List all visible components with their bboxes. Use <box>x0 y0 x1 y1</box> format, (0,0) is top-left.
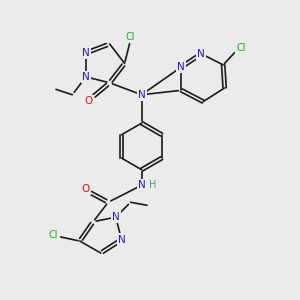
Text: N: N <box>138 180 146 190</box>
Text: Cl: Cl <box>236 44 246 53</box>
Text: N: N <box>112 212 119 222</box>
Text: N: N <box>178 62 185 72</box>
Text: Cl: Cl <box>48 230 58 240</box>
Text: O: O <box>84 96 92 106</box>
Text: N: N <box>82 72 90 82</box>
Text: O: O <box>81 184 89 194</box>
Text: N: N <box>138 90 146 100</box>
Text: N: N <box>197 49 205 59</box>
Text: Cl: Cl <box>126 32 135 41</box>
Text: N: N <box>82 48 90 58</box>
Text: H: H <box>149 180 157 190</box>
Text: N: N <box>118 235 125 244</box>
